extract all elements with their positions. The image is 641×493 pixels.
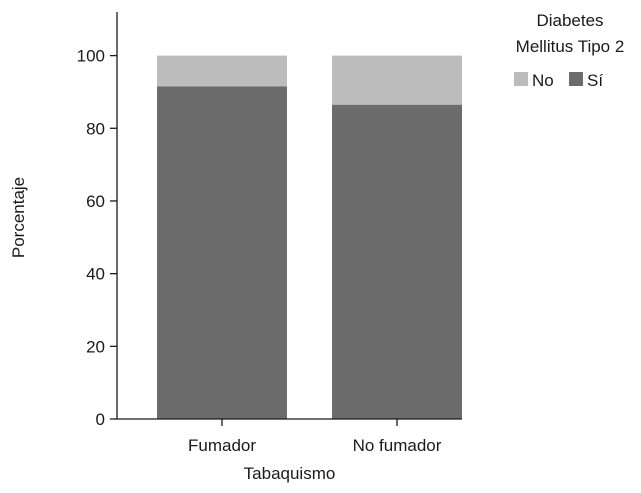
y-tick-label: 80 bbox=[86, 119, 105, 138]
y-tick-label: 100 bbox=[77, 47, 105, 66]
x-tick-label: No fumador bbox=[353, 436, 442, 455]
y-axis-title: Porcentaje bbox=[9, 177, 28, 258]
legend-label-no: No bbox=[532, 71, 554, 90]
bars-layer bbox=[157, 55, 462, 420]
bar-segment-1-no bbox=[157, 55, 287, 87]
y-tick-label: 40 bbox=[86, 265, 105, 284]
y-tick-label: 20 bbox=[86, 337, 105, 356]
y-tick-label: 60 bbox=[86, 192, 105, 211]
x-tick-label: Fumador bbox=[188, 436, 256, 455]
legend-title-line-2: Mellitus Tipo 2 bbox=[516, 37, 625, 56]
legend-swatch-no bbox=[514, 72, 528, 86]
legend-swatch-si bbox=[569, 72, 583, 86]
x-axis-title: Tabaquismo bbox=[244, 464, 336, 483]
ticks-layer: 0 20 40 60 80 100 Fumador No fumador bbox=[77, 47, 442, 455]
legend-title-line-1: Diabetes bbox=[536, 11, 603, 30]
y-tick-label: 0 bbox=[96, 410, 105, 429]
bar-segment-1-si bbox=[157, 86, 287, 419]
bar-segment-2-si bbox=[332, 104, 462, 420]
legend: Diabetes Mellitus Tipo 2 No Sí bbox=[514, 11, 624, 90]
legend-items: No Sí bbox=[514, 71, 603, 90]
legend-label-si: Sí bbox=[587, 71, 603, 90]
axes-layer bbox=[116, 12, 462, 420]
bar-segment-2-no bbox=[332, 55, 462, 105]
